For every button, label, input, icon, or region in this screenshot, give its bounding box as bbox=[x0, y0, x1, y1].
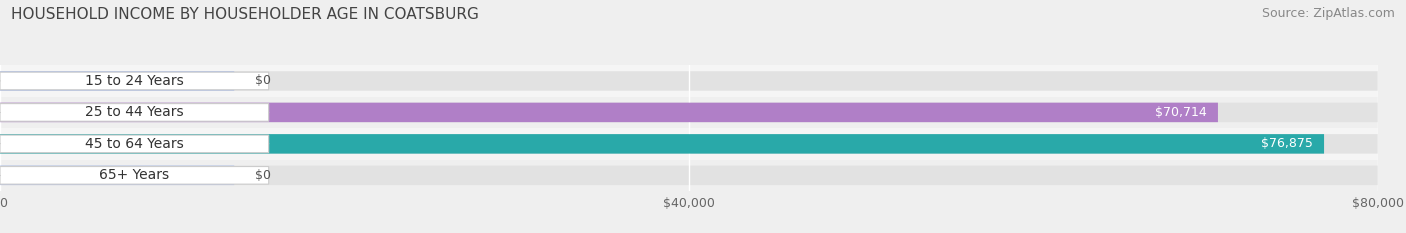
FancyBboxPatch shape bbox=[0, 135, 269, 153]
FancyBboxPatch shape bbox=[0, 166, 1378, 185]
FancyBboxPatch shape bbox=[0, 72, 269, 90]
Text: $70,714: $70,714 bbox=[1156, 106, 1206, 119]
Text: $0: $0 bbox=[254, 169, 271, 182]
Text: HOUSEHOLD INCOME BY HOUSEHOLDER AGE IN COATSBURG: HOUSEHOLD INCOME BY HOUSEHOLDER AGE IN C… bbox=[11, 7, 479, 22]
FancyBboxPatch shape bbox=[0, 103, 1378, 122]
FancyBboxPatch shape bbox=[0, 134, 1378, 154]
FancyBboxPatch shape bbox=[0, 103, 1218, 122]
FancyBboxPatch shape bbox=[0, 167, 269, 184]
FancyBboxPatch shape bbox=[0, 65, 1378, 97]
Text: Source: ZipAtlas.com: Source: ZipAtlas.com bbox=[1261, 7, 1395, 20]
FancyBboxPatch shape bbox=[0, 128, 1378, 160]
FancyBboxPatch shape bbox=[0, 166, 235, 185]
FancyBboxPatch shape bbox=[0, 71, 235, 91]
FancyBboxPatch shape bbox=[0, 160, 1378, 191]
Text: $0: $0 bbox=[254, 75, 271, 87]
FancyBboxPatch shape bbox=[0, 104, 269, 121]
Text: $76,875: $76,875 bbox=[1261, 137, 1313, 150]
Text: 15 to 24 Years: 15 to 24 Years bbox=[84, 74, 184, 88]
Text: 65+ Years: 65+ Years bbox=[100, 168, 169, 182]
Text: 45 to 64 Years: 45 to 64 Years bbox=[84, 137, 184, 151]
FancyBboxPatch shape bbox=[0, 97, 1378, 128]
FancyBboxPatch shape bbox=[0, 134, 1324, 154]
FancyBboxPatch shape bbox=[0, 71, 1378, 91]
Text: 25 to 44 Years: 25 to 44 Years bbox=[84, 105, 184, 120]
